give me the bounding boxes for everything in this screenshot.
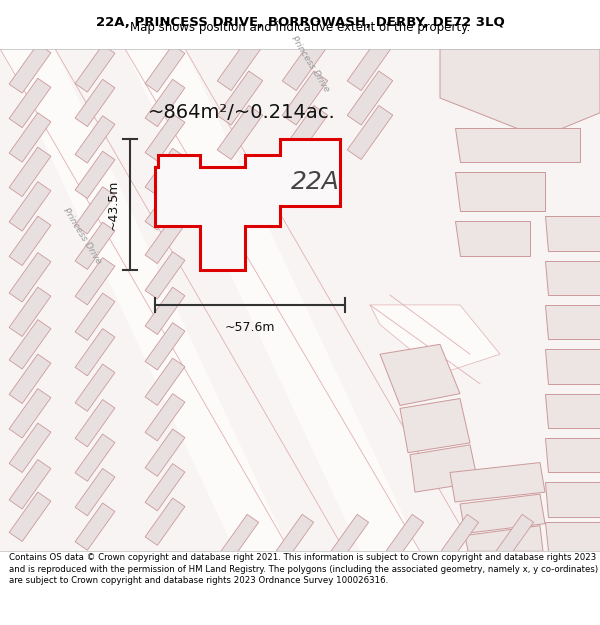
Polygon shape	[221, 514, 259, 559]
Polygon shape	[9, 112, 51, 162]
Polygon shape	[145, 114, 185, 161]
Polygon shape	[545, 438, 600, 472]
Polygon shape	[75, 116, 115, 163]
Polygon shape	[145, 79, 185, 126]
Polygon shape	[145, 182, 185, 230]
Text: Map shows position and indicative extent of the property.: Map shows position and indicative extent…	[130, 21, 470, 34]
Polygon shape	[450, 462, 545, 502]
Polygon shape	[75, 503, 115, 550]
Polygon shape	[145, 358, 185, 406]
Polygon shape	[545, 394, 600, 428]
Polygon shape	[9, 216, 51, 266]
Polygon shape	[545, 261, 600, 295]
Polygon shape	[347, 106, 393, 159]
Polygon shape	[440, 49, 600, 138]
Polygon shape	[9, 423, 51, 472]
Polygon shape	[331, 514, 368, 559]
Text: Princess Drive: Princess Drive	[289, 34, 331, 93]
Polygon shape	[545, 482, 600, 517]
Polygon shape	[125, 49, 420, 551]
Polygon shape	[9, 492, 51, 541]
Polygon shape	[9, 287, 51, 336]
Polygon shape	[0, 49, 600, 551]
Polygon shape	[75, 222, 115, 269]
Polygon shape	[75, 434, 115, 481]
Text: 22A: 22A	[290, 170, 340, 194]
Text: Contains OS data © Crown copyright and database right 2021. This information is : Contains OS data © Crown copyright and d…	[9, 554, 598, 584]
Polygon shape	[75, 329, 115, 376]
Polygon shape	[9, 459, 51, 509]
Polygon shape	[282, 71, 328, 125]
Polygon shape	[0, 49, 290, 551]
Text: 22A, PRINCESS DRIVE, BORROWASH, DERBY, DE72 3LQ: 22A, PRINCESS DRIVE, BORROWASH, DERBY, D…	[95, 16, 505, 29]
Polygon shape	[442, 514, 479, 559]
Text: ~57.6m: ~57.6m	[225, 321, 275, 334]
Polygon shape	[370, 305, 500, 374]
Polygon shape	[217, 36, 263, 91]
Polygon shape	[460, 494, 545, 534]
Polygon shape	[347, 36, 393, 91]
Polygon shape	[545, 522, 600, 551]
Polygon shape	[145, 148, 185, 196]
Polygon shape	[145, 252, 185, 299]
Polygon shape	[380, 344, 460, 406]
Polygon shape	[145, 45, 185, 92]
Text: ~43.5m: ~43.5m	[107, 180, 120, 230]
Polygon shape	[9, 253, 51, 302]
Polygon shape	[455, 221, 530, 256]
Polygon shape	[75, 79, 115, 126]
Polygon shape	[145, 216, 185, 264]
Polygon shape	[145, 394, 185, 441]
Polygon shape	[9, 44, 51, 93]
Polygon shape	[386, 514, 424, 559]
Polygon shape	[75, 45, 115, 92]
Polygon shape	[9, 148, 51, 197]
Polygon shape	[145, 288, 185, 334]
Polygon shape	[282, 106, 328, 159]
Text: Princess Drive: Princess Drive	[61, 206, 103, 266]
Polygon shape	[75, 258, 115, 305]
Polygon shape	[75, 151, 115, 199]
Polygon shape	[545, 305, 600, 339]
Polygon shape	[217, 106, 263, 159]
Polygon shape	[455, 127, 580, 162]
Polygon shape	[410, 445, 478, 492]
Polygon shape	[277, 514, 314, 559]
Polygon shape	[400, 399, 470, 452]
Polygon shape	[545, 216, 600, 251]
Polygon shape	[145, 322, 185, 370]
Polygon shape	[545, 349, 600, 384]
Polygon shape	[145, 464, 185, 511]
Polygon shape	[75, 293, 115, 341]
Polygon shape	[155, 139, 340, 271]
Polygon shape	[75, 364, 115, 411]
Polygon shape	[75, 187, 115, 234]
Text: ~864m²/~0.214ac.: ~864m²/~0.214ac.	[148, 103, 336, 122]
Polygon shape	[9, 389, 51, 438]
Polygon shape	[9, 319, 51, 369]
Polygon shape	[217, 71, 263, 125]
Polygon shape	[9, 78, 51, 128]
Polygon shape	[75, 469, 115, 516]
Polygon shape	[145, 429, 185, 476]
Polygon shape	[9, 354, 51, 404]
Polygon shape	[282, 36, 328, 91]
Polygon shape	[347, 71, 393, 125]
Polygon shape	[75, 399, 115, 447]
Polygon shape	[455, 172, 545, 211]
Polygon shape	[145, 498, 185, 545]
Polygon shape	[496, 514, 533, 559]
Polygon shape	[465, 526, 543, 551]
Polygon shape	[9, 182, 51, 231]
